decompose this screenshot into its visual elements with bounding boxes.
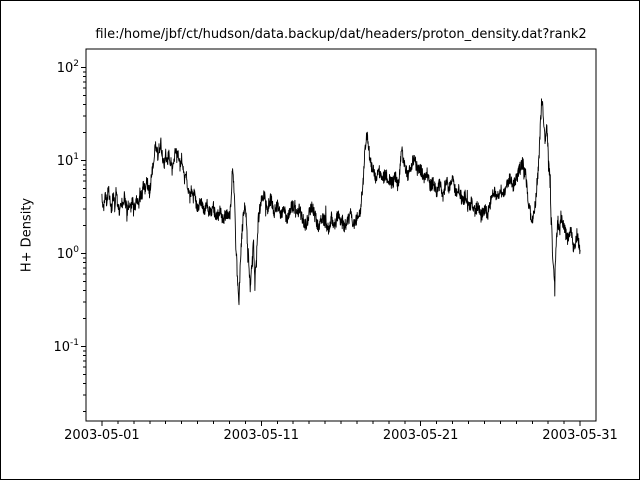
y-tick-label: 100 <box>57 245 80 262</box>
plot-frame <box>85 48 597 422</box>
y-tick-label: 10-1 <box>53 338 79 355</box>
y-axis-title: H+ Density <box>19 197 35 273</box>
x-tick-label: 2003-05-31 <box>542 428 618 443</box>
x-tick-label: 2003-05-11 <box>224 428 300 443</box>
y-tick-label: 101 <box>57 152 79 169</box>
plot-title: file:/home/jbf/ct/hudson/data.backup/dat… <box>95 27 587 42</box>
data-series-line <box>101 98 581 306</box>
x-tick-label: 2003-05-01 <box>64 428 140 443</box>
x-tick-label: 2003-05-21 <box>383 428 459 443</box>
y-tick-label: 102 <box>57 59 79 76</box>
